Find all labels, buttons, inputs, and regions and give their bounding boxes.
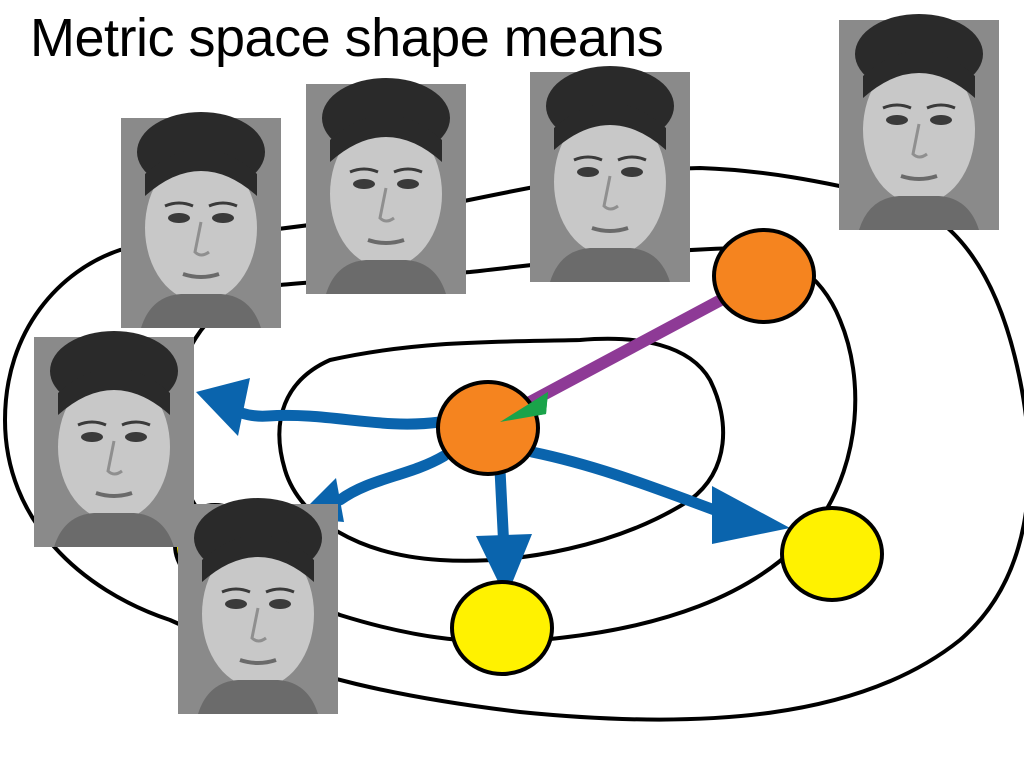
center-node (436, 380, 540, 476)
green-arrowhead-top (500, 392, 548, 422)
blue-arrow-lower-left-line (334, 450, 450, 506)
blue-arrow-right-line (526, 446, 726, 518)
slide-title: Metric space shape means (30, 8, 664, 68)
face-bottom-left (176, 496, 340, 716)
right-node (780, 506, 884, 602)
face-top-2 (304, 76, 468, 296)
face-top-left (119, 110, 283, 330)
bottom-node (450, 580, 554, 676)
upper-right-node (712, 228, 816, 324)
face-top-3 (528, 64, 692, 284)
blue-arrowhead-right (712, 486, 790, 544)
blue-arrowhead-down (476, 534, 532, 598)
face-left-middle (32, 329, 196, 549)
face-top-right (837, 12, 1001, 232)
blue-arrowhead-left (196, 378, 250, 436)
